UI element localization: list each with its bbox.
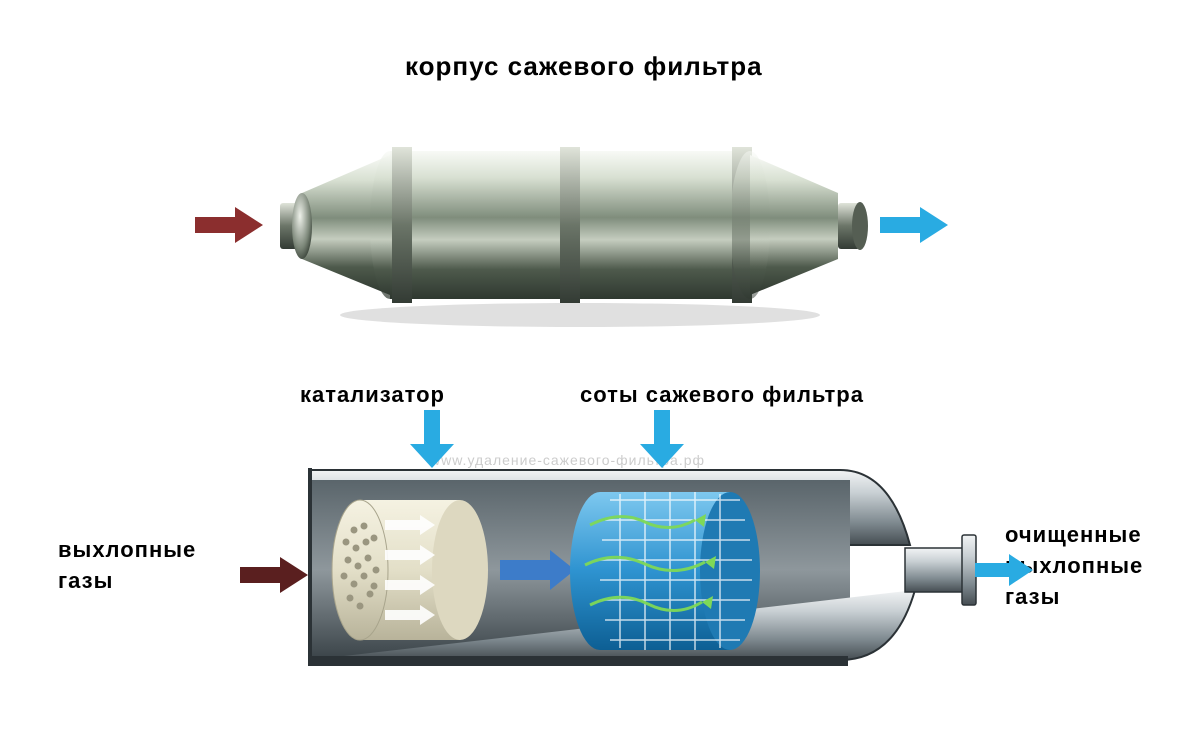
catalyst-pointer-arrow [410,410,454,470]
catalyst-label: катализатор [300,380,445,411]
outlet-arrow-top [880,205,950,245]
catalyst-element [332,500,488,640]
honeycomb-element [570,492,760,650]
exhaust-in-label: выхлопные газы [58,535,196,597]
honeycomb-label: соты сажевого фильтра [580,380,864,411]
inlet-arrow-bottom [240,555,310,595]
title-label: корпус сажевого фильтра [405,48,763,84]
cutaway-illustration [250,430,1010,730]
inlet-arrow-top [195,205,265,245]
honeycomb-pointer-arrow [640,410,684,470]
filter-housing-illustration [230,115,930,335]
outlet-arrow-bottom [975,552,1035,588]
